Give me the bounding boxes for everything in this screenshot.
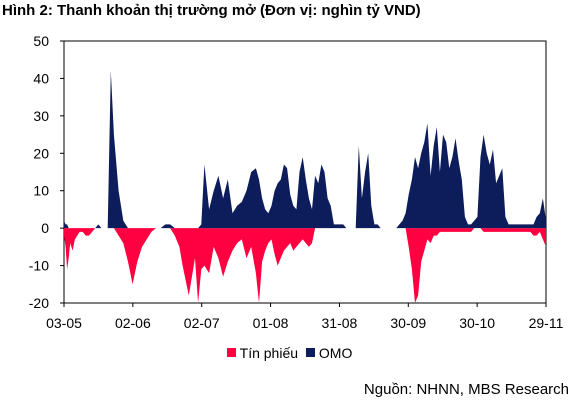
y-tick-label: 10 xyxy=(33,183,49,199)
source-note: Nguồn: NHNN, MBS Research xyxy=(363,381,569,398)
x-tick-label: 02-07 xyxy=(184,315,220,331)
legend-swatch-omo xyxy=(305,348,315,357)
y-tick-label: -10 xyxy=(29,258,49,274)
legend-item-tin-phieu: Tín phiếu xyxy=(226,344,299,361)
legend: Tín phiếu OMO xyxy=(0,344,579,361)
y-tick-label: 0 xyxy=(41,220,49,236)
series-omo-area xyxy=(64,70,546,229)
legend-label-tin-phieu: Tín phiếu xyxy=(239,344,299,361)
chart-title: Hình 2: Thanh khoản thị trường mở (Đơn v… xyxy=(2,2,421,19)
x-tick-label: 29-11 xyxy=(529,315,564,331)
x-tick-label: 01-08 xyxy=(253,315,289,331)
series-areas xyxy=(64,70,546,303)
x-tick-label: 30-09 xyxy=(390,315,426,331)
legend-label-omo: OMO xyxy=(318,344,353,361)
legend-swatch-tin-phieu xyxy=(226,348,236,357)
y-tick-label: 50 xyxy=(33,33,49,49)
x-tick-label: 31-08 xyxy=(322,315,358,331)
y-tick-label: 30 xyxy=(33,108,49,124)
y-tick-label: 20 xyxy=(33,145,49,161)
y-axis-ticks: 50 40 30 20 10 0 -10 -20 xyxy=(29,33,64,311)
plot-border xyxy=(63,40,547,304)
y-tick-label: 40 xyxy=(33,70,49,86)
series-tin-phieu-area xyxy=(64,228,546,303)
x-tick-label: 30-10 xyxy=(459,315,495,331)
legend-item-omo: OMO xyxy=(305,344,353,361)
x-tick-label: 03-05 xyxy=(46,315,82,331)
x-tick-label: 02-06 xyxy=(115,315,151,331)
y-tick-label: -20 xyxy=(29,295,49,311)
plot-frame xyxy=(63,40,547,304)
x-axis-ticks: 03-05 02-06 02-07 01-08 31-08 30-09 30-10 29-11 xyxy=(46,303,564,331)
